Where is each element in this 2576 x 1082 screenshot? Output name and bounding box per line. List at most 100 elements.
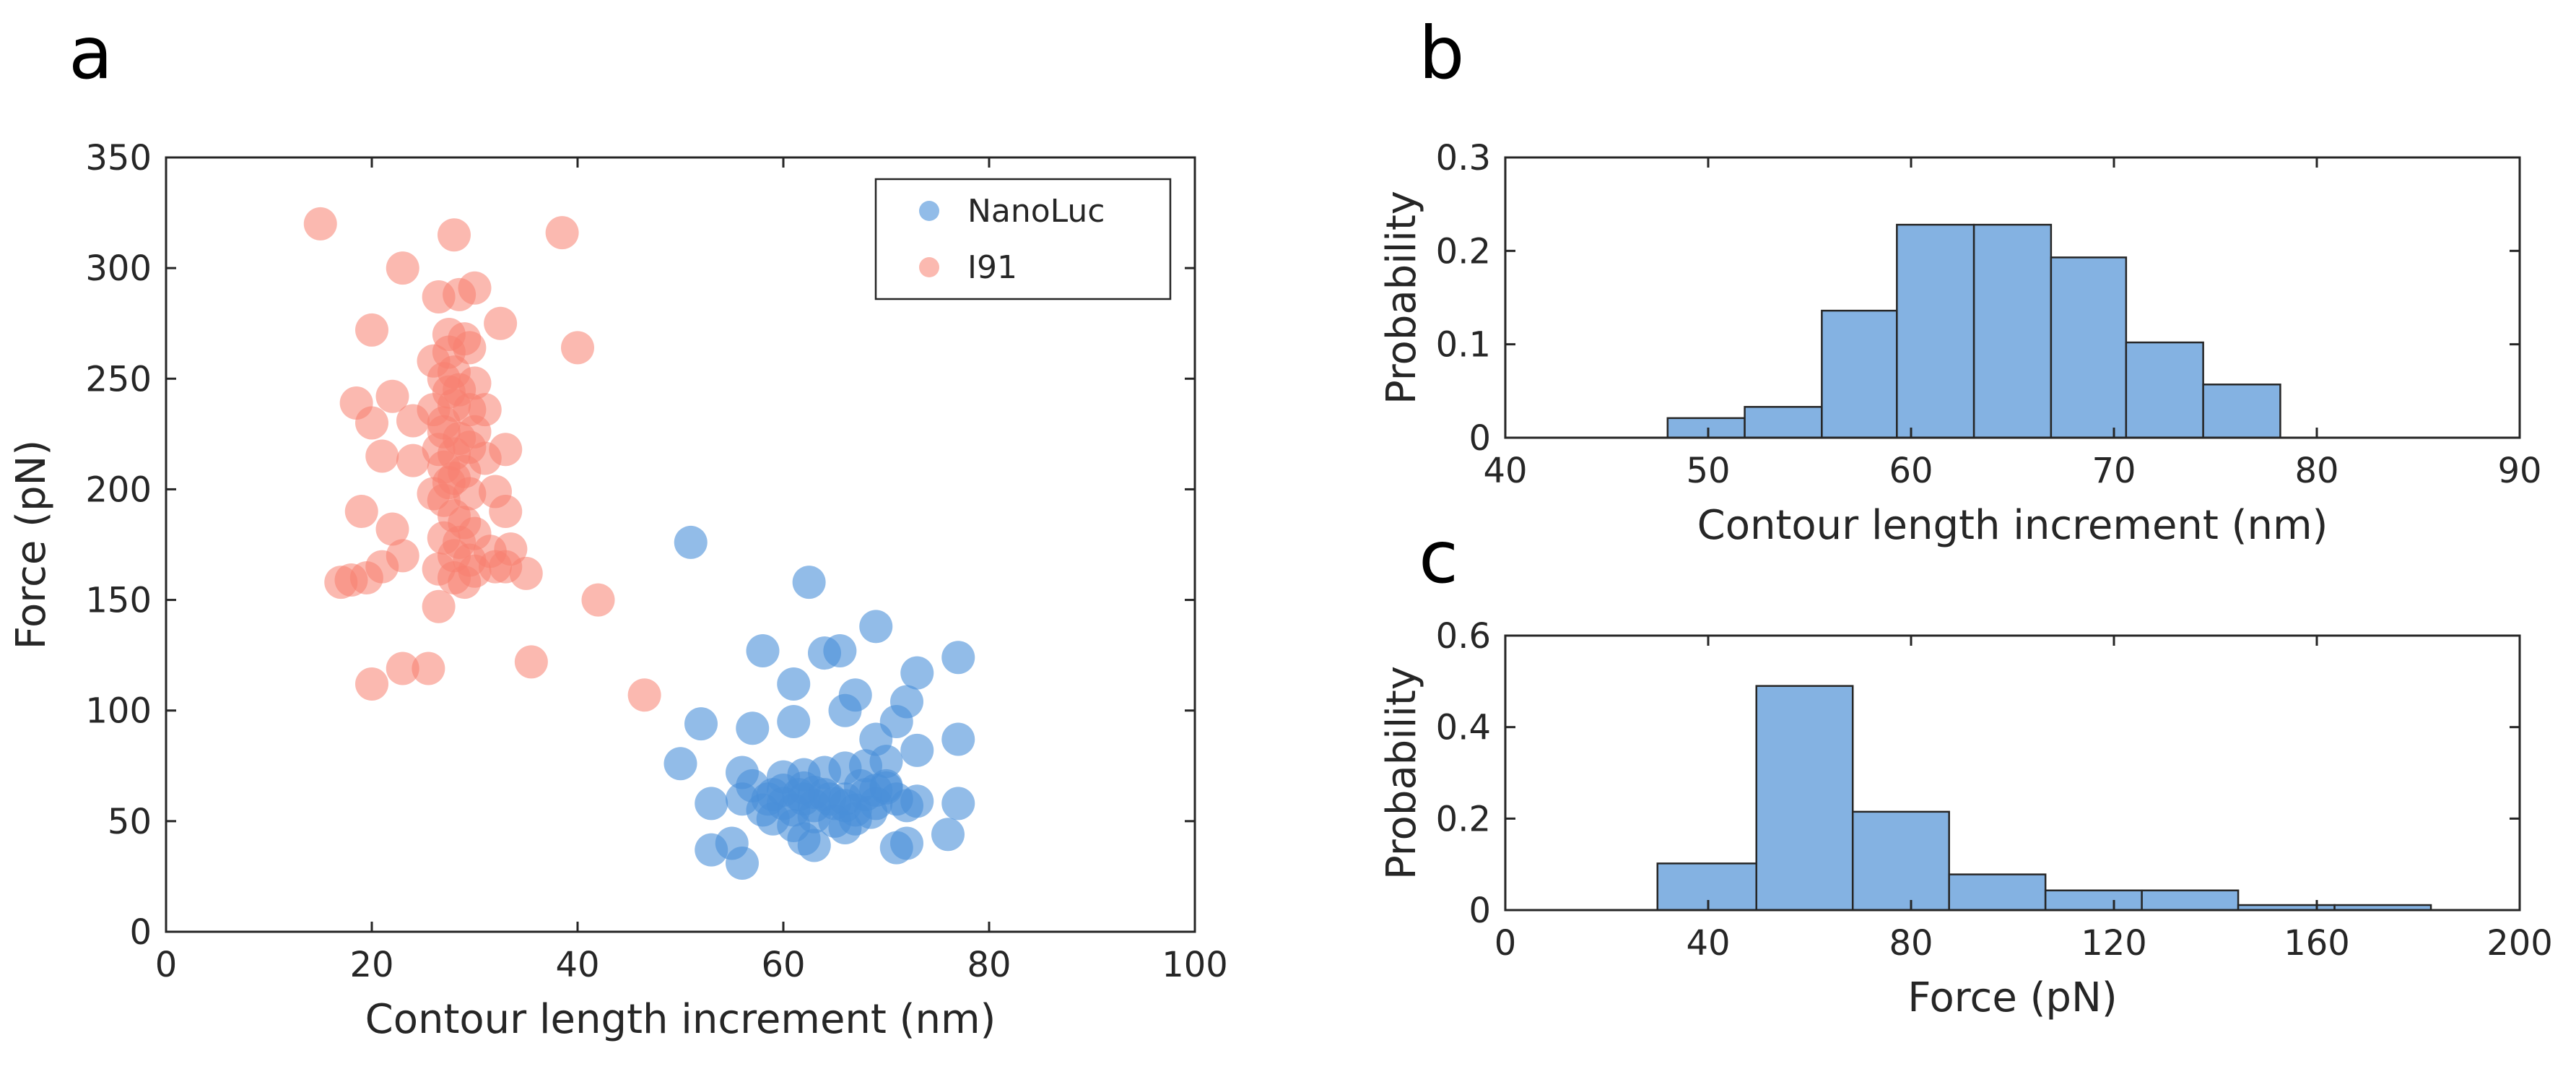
histogram-bar	[1851, 810, 1950, 912]
scatter-point	[422, 589, 456, 623]
y-tick-label: 0.1	[1436, 325, 1491, 365]
x-tick-label: 0	[1494, 923, 1517, 964]
histogram-bar	[2202, 384, 2281, 439]
scatter-point	[396, 443, 430, 477]
scatter-point	[797, 828, 831, 862]
scatter-point	[355, 667, 388, 701]
y-tick-label: 250	[85, 359, 152, 399]
scatter-point	[448, 506, 482, 540]
x-tick-label: 160	[2284, 923, 2350, 964]
y-axis-label: Force (pN)	[8, 440, 55, 649]
y-tick-label: 100	[85, 691, 152, 732]
scatter-point	[941, 722, 975, 756]
x-tick-label: 50	[1686, 451, 1730, 491]
scatter-point	[386, 251, 419, 285]
series-i91	[303, 207, 661, 712]
scatter-point	[355, 313, 388, 347]
series-nanoluc	[663, 525, 975, 880]
x-tick-label: 0	[155, 945, 178, 985]
scatter-point	[931, 818, 965, 852]
histogram-chart-b: 40 50 60 70 80 90 0 0.1 0.2 0.3 Contour length inc…	[1378, 138, 2542, 549]
scatter-point	[828, 693, 862, 727]
legend-marker-nanoluc	[919, 201, 939, 221]
scatter-point	[489, 433, 523, 467]
scatter-point	[726, 847, 759, 880]
x-tick-label: 20	[349, 945, 393, 985]
scatter-point	[386, 652, 419, 685]
scatter-point	[941, 787, 975, 821]
y-tick-label: 0.2	[1436, 231, 1491, 272]
x-tick-label: 60	[761, 945, 805, 985]
y-tick-label: 0	[1468, 891, 1491, 931]
histogram-bar	[1821, 309, 1898, 439]
scatter-point	[787, 758, 821, 792]
axes-frame	[1504, 156, 2521, 439]
x-tick-label: 90	[2497, 451, 2541, 491]
y-tick-label: 0.4	[1436, 708, 1491, 748]
panel-letter-c: c	[1419, 515, 1458, 600]
y-axis-label: Probability	[1378, 191, 1425, 404]
scatter-point	[355, 406, 388, 440]
scatter-point	[427, 483, 461, 517]
histogram-bar	[1948, 873, 2047, 912]
panel-letter-a: a	[69, 11, 113, 95]
y-tick-label: 0.6	[1436, 616, 1491, 657]
scatter-point	[777, 705, 811, 739]
scatter-point	[514, 645, 548, 679]
scatter-point	[890, 685, 923, 719]
histogram-bar	[1755, 685, 1854, 912]
x-axis-label: Force (pN)	[1907, 974, 2117, 1021]
legend-label-nanoluc: NanoLuc	[967, 193, 1105, 230]
scatter-point	[365, 439, 399, 473]
x-tick-label: 40	[1483, 451, 1527, 491]
scatter-point	[674, 525, 708, 559]
scatter-point	[627, 678, 661, 712]
panel-letter-b: b	[1419, 11, 1464, 95]
legend: NanoLuc I91	[874, 178, 1172, 300]
y-tick-label: 0	[129, 912, 152, 953]
x-tick-label: 80	[2294, 451, 2338, 491]
x-axis-label: Contour length increment (nm)	[365, 996, 996, 1043]
y-axis-label: Probability	[1378, 666, 1425, 880]
scatter-point	[412, 652, 445, 685]
histogram-chart-c: 0 40 80 120 160 200 0 0.2 0.4 0.6 Force (pN) Probab…	[1378, 616, 2553, 1021]
scatter-point	[303, 207, 337, 241]
scatter-point	[684, 707, 718, 741]
histogram-bar	[2050, 256, 2128, 439]
scatter-point	[443, 373, 477, 407]
scatter-point	[509, 556, 543, 590]
scatter-point	[941, 641, 975, 675]
scatter-point	[489, 495, 523, 529]
y-tick-label: 0.3	[1436, 138, 1491, 178]
scatter-point	[900, 784, 934, 818]
scatter-point	[663, 747, 697, 781]
histogram-bar	[2141, 889, 2240, 912]
scatter-point	[777, 667, 811, 701]
histogram-bar	[1896, 223, 1975, 439]
x-tick-label: 120	[2081, 923, 2147, 964]
x-tick-label: 100	[1162, 945, 1228, 985]
y-tick-label: 50	[108, 802, 152, 842]
scatter-point	[581, 583, 615, 617]
histogram-bar	[1656, 862, 1757, 912]
y-tick-label: 200	[85, 469, 152, 510]
scatter-point	[736, 711, 770, 745]
scatter-point	[484, 306, 518, 340]
scatter-point	[792, 566, 826, 600]
scatter-point	[900, 656, 934, 690]
scatter-point	[695, 787, 728, 821]
scatter-point	[823, 634, 857, 668]
scatter-point	[438, 218, 471, 252]
y-tick-label: 150	[85, 581, 152, 621]
y-tick-label: 300	[85, 248, 152, 289]
x-axis-label: Contour length increment (nm)	[1697, 502, 2328, 549]
x-tick-label: 60	[1889, 451, 1933, 491]
y-tick-label: 0.2	[1436, 799, 1491, 839]
y-tick-label: 0	[1468, 418, 1491, 459]
scatter-point	[344, 495, 378, 529]
scatter-point	[746, 634, 780, 668]
scatter-point	[828, 811, 862, 845]
axes-frame	[1504, 634, 2521, 912]
histogram-bar	[1666, 417, 1746, 439]
